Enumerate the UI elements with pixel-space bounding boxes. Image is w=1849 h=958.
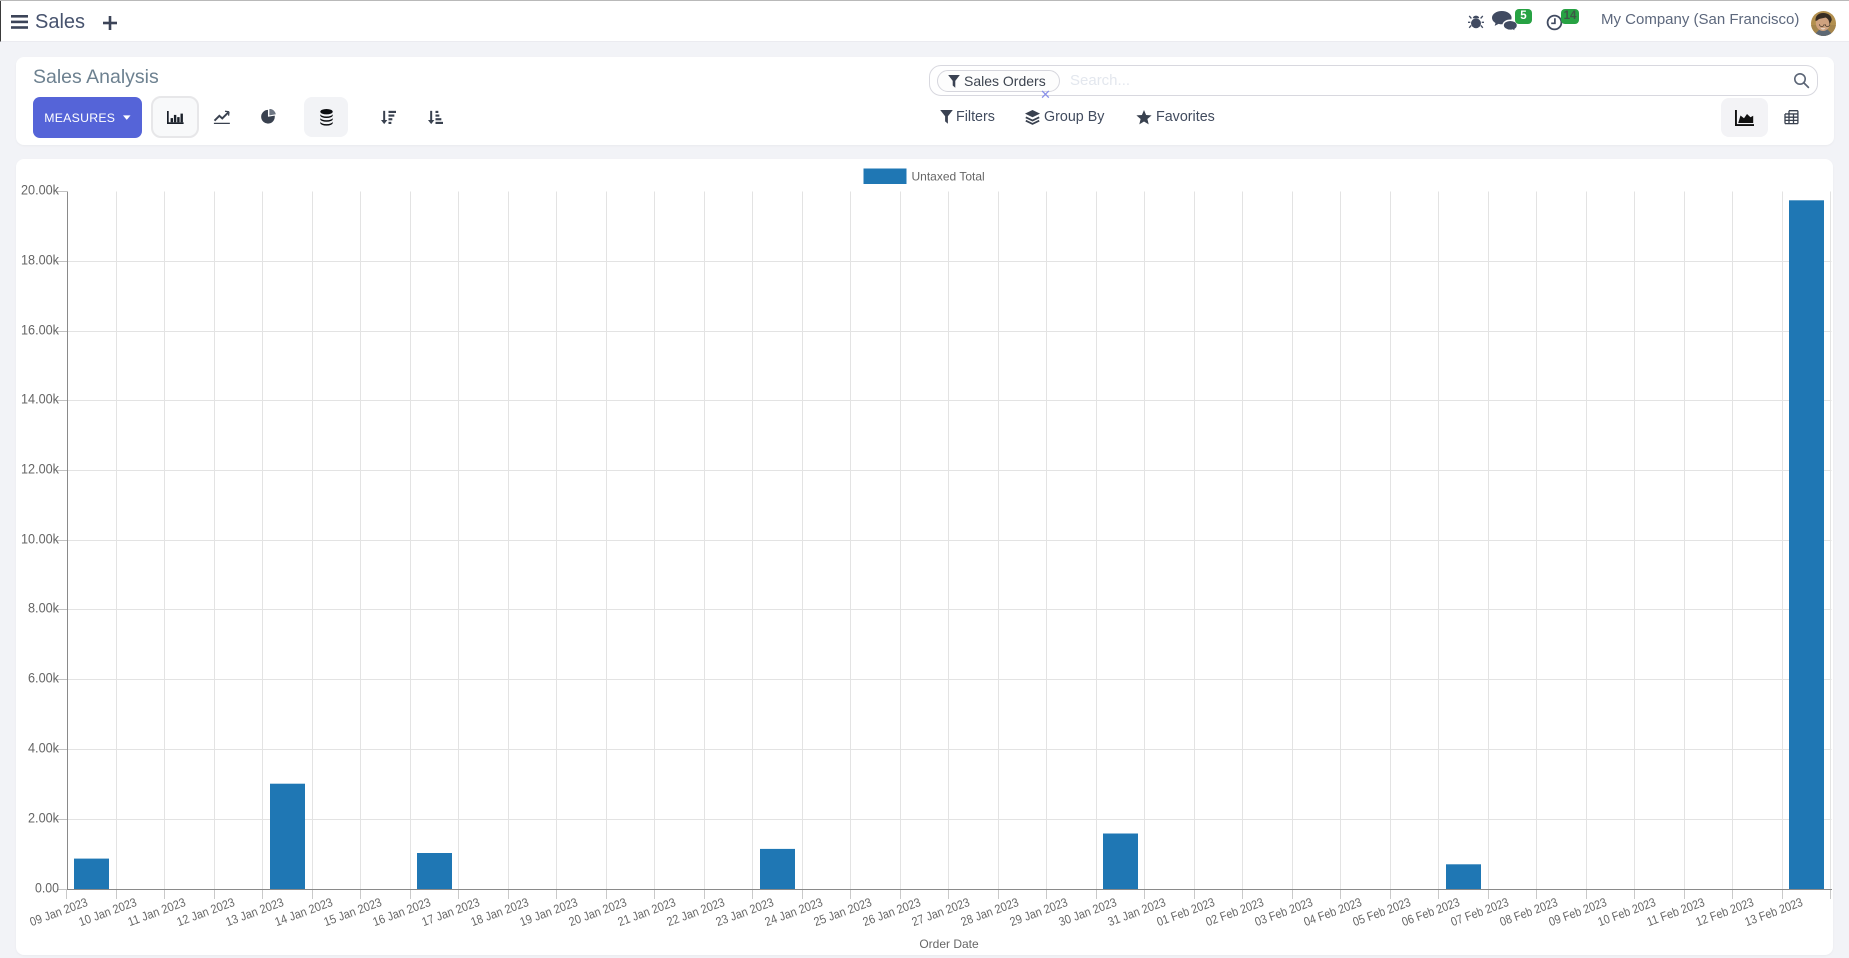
svg-text:12.00k: 12.00k	[21, 462, 59, 477]
svg-text:8.00k: 8.00k	[28, 601, 59, 616]
svg-text:16.00k: 16.00k	[21, 323, 59, 338]
svg-text:10.00k: 10.00k	[21, 532, 59, 547]
svg-text:Order Date: Order Date	[919, 937, 979, 951]
svg-text:Untaxed Total: Untaxed Total	[912, 170, 985, 184]
svg-text:20.00k: 20.00k	[21, 183, 59, 198]
svg-text:6.00k: 6.00k	[28, 671, 59, 686]
svg-text:18.00k: 18.00k	[21, 253, 59, 268]
svg-text:4.00k: 4.00k	[28, 741, 59, 756]
svg-text:0.00: 0.00	[35, 881, 59, 896]
svg-text:2.00k: 2.00k	[28, 811, 59, 826]
svg-text:14.00k: 14.00k	[21, 392, 59, 407]
